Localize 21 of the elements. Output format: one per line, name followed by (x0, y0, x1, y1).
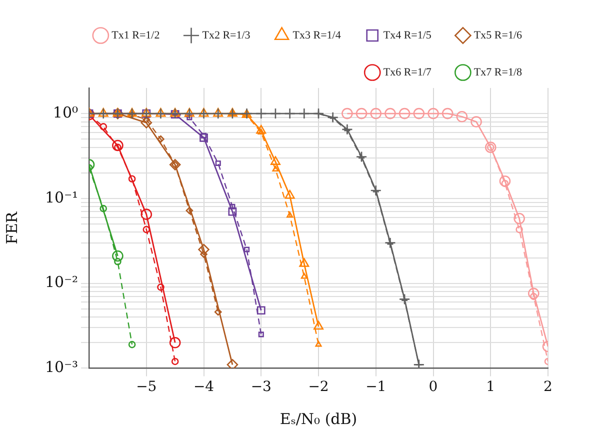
x-tick-label: −5 (136, 379, 157, 396)
legend-label: Tx4 R=1/5 (383, 29, 432, 42)
x-tick-label: 1 (486, 379, 496, 396)
legend-label: Tx6 R=1/7 (383, 66, 432, 78)
legend-label: Tx7 R=1/8 (474, 66, 522, 78)
legend-label: Tx3 R=1/4 (292, 29, 342, 42)
legend-label: Tx1 R=1/2 (112, 29, 160, 42)
y-tick-label: 10⁻² (44, 273, 78, 292)
y-tick-label: 10⁰ (52, 103, 78, 122)
legend-label: Tx2 R=1/3 (202, 29, 251, 42)
x-tick-label: −3 (250, 379, 272, 396)
y-axis-title: FER (2, 211, 21, 244)
y-tick-label: 10⁻³ (44, 358, 78, 376)
x-tick-label: 0 (428, 379, 438, 396)
x-tick-label: −2 (308, 379, 329, 396)
x-tick-label: −1 (366, 379, 386, 396)
legend-label: Tx5 R=1/6 (474, 29, 522, 42)
x-tick-label: 2 (544, 379, 552, 396)
x-axis-title: Eₛ/N₀ (dB) (280, 410, 358, 428)
y-tick-label: 10⁻¹ (44, 188, 78, 206)
x-tick-label: −4 (193, 379, 214, 396)
